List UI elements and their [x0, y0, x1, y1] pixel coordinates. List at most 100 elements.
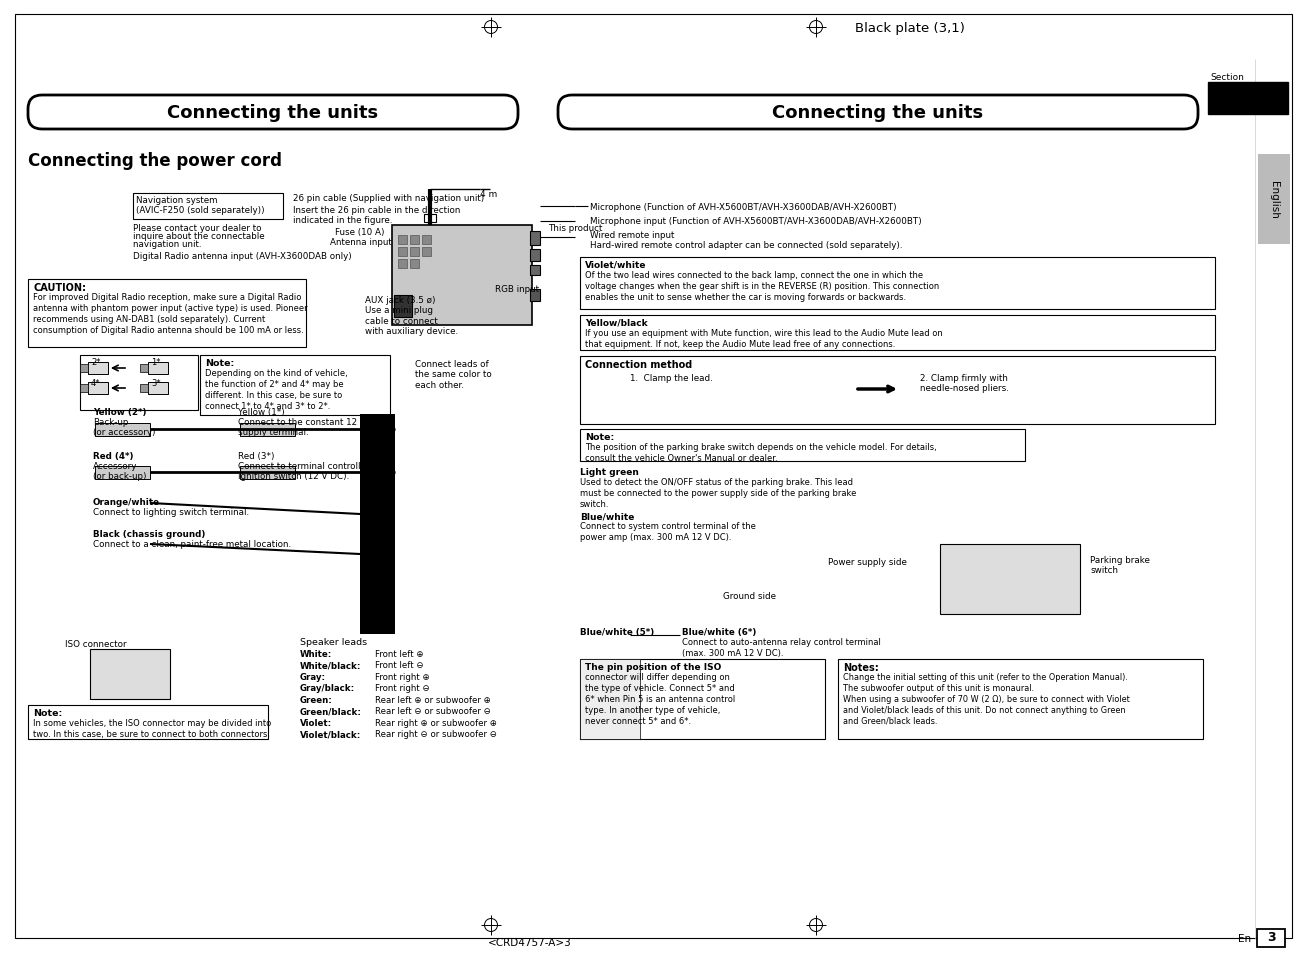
Text: Connect to lighting switch terminal.: Connect to lighting switch terminal.	[93, 507, 250, 517]
Text: connect 1* to 4* and 3* to 2*.: connect 1* to 4* and 3* to 2*.	[205, 401, 331, 411]
Bar	[240, 467, 295, 479]
Text: Green:: Green:	[301, 696, 333, 704]
Text: (or back-up): (or back-up)	[93, 472, 146, 480]
Bar	[531, 290, 540, 302]
Text: Connect to a clean, paint-free metal location.: Connect to a clean, paint-free metal loc…	[93, 539, 291, 548]
Text: White/black:: White/black:	[301, 660, 361, 670]
Text: Connection method: Connection method	[586, 359, 693, 370]
Text: Violet/white: Violet/white	[586, 261, 647, 270]
Text: (or accessory): (or accessory)	[93, 428, 156, 436]
Text: Blue/white (6*): Blue/white (6*)	[682, 627, 757, 637]
Text: Microphone (Function of AVH-X5600BT/AVH-X3600DAB/AVH-X2600BT): Microphone (Function of AVH-X5600BT/AVH-…	[589, 203, 897, 212]
Text: Fuse (10 A): Fuse (10 A)	[335, 228, 384, 236]
Bar	[580, 257, 1216, 310]
Text: Violet/black:: Violet/black:	[301, 730, 361, 739]
Bar	[422, 248, 431, 256]
Text: Rear right ⊖ or subwoofer ⊖: Rear right ⊖ or subwoofer ⊖	[375, 730, 497, 739]
Text: Insert the 26 pin cable in the direction: Insert the 26 pin cable in the direction	[293, 206, 460, 214]
Text: supply terminal.: supply terminal.	[238, 428, 308, 436]
Text: Front right ⊖: Front right ⊖	[375, 684, 430, 693]
Text: and Violet/black leads of this unit. Do not connect anything to Green: and Violet/black leads of this unit. Do …	[843, 705, 1125, 714]
Text: power amp (max. 300 mA 12 V DC).: power amp (max. 300 mA 12 V DC).	[580, 533, 732, 541]
Text: Depending on the kind of vehicle,: Depending on the kind of vehicle,	[205, 369, 348, 377]
Text: indicated in the figure.: indicated in the figure.	[293, 215, 392, 225]
Text: Of the two lead wires connected to the back lamp, connect the one in which the: Of the two lead wires connected to the b…	[586, 271, 923, 280]
Text: Back-up: Back-up	[93, 417, 128, 427]
Bar	[1259, 154, 1290, 245]
Bar	[410, 260, 420, 269]
Bar	[27, 705, 268, 740]
Bar	[399, 235, 406, 245]
Text: the type of vehicle. Connect 5* and: the type of vehicle. Connect 5* and	[586, 683, 735, 692]
Bar	[531, 250, 540, 262]
Text: Front right ⊕: Front right ⊕	[375, 672, 430, 681]
Text: Speaker leads: Speaker leads	[301, 638, 367, 646]
Bar	[580, 356, 1216, 424]
Text: AUX jack (3.5 ø)
Use a mini plug
cable to connect
with auxiliary device.: AUX jack (3.5 ø) Use a mini plug cable t…	[365, 295, 459, 335]
Text: Gray:: Gray:	[301, 672, 325, 681]
Text: 6* when Pin 5 is an antenna control: 6* when Pin 5 is an antenna control	[586, 695, 736, 703]
Text: enables the unit to sense whether the car is moving forwards or backwards.: enables the unit to sense whether the ca…	[586, 293, 906, 302]
Bar	[148, 363, 169, 375]
Bar	[80, 385, 88, 393]
Text: 4*: 4*	[91, 378, 101, 388]
Text: Antenna input: Antenna input	[329, 237, 392, 247]
Text: Front left ⊖: Front left ⊖	[375, 660, 423, 670]
Text: White:: White:	[301, 649, 332, 659]
FancyBboxPatch shape	[558, 96, 1199, 130]
Text: must be connected to the power supply side of the parking brake: must be connected to the power supply si…	[580, 489, 856, 497]
Text: 3: 3	[1266, 930, 1276, 943]
Text: Microphone input (Function of AVH-X5600BT/AVH-X3600DAB/AVH-X2600BT): Microphone input (Function of AVH-X5600B…	[589, 216, 921, 226]
Text: 4 m: 4 m	[480, 190, 497, 199]
Text: Accessory: Accessory	[93, 461, 137, 471]
Text: Wired remote input: Wired remote input	[589, 231, 674, 240]
Bar	[140, 385, 148, 393]
Text: Power supply side: Power supply side	[829, 558, 907, 566]
Bar	[531, 232, 540, 246]
Bar	[148, 382, 169, 395]
Bar	[410, 248, 420, 256]
Text: Hard-wired remote control adapter can be connected (sold separately).: Hard-wired remote control adapter can be…	[589, 241, 903, 250]
Bar	[580, 430, 1025, 461]
Text: Ground side: Ground side	[723, 592, 776, 600]
Text: In some vehicles, the ISO connector may be divided into: In some vehicles, the ISO connector may …	[33, 719, 272, 727]
Text: 26 pin cable (Supplied with navigation unit): 26 pin cable (Supplied with navigation u…	[293, 193, 485, 203]
Bar	[399, 248, 406, 256]
Text: 1*: 1*	[152, 357, 161, 367]
Text: Connecting the power cord: Connecting the power cord	[27, 152, 282, 170]
Bar	[133, 193, 284, 220]
Text: Rear left ⊕ or subwoofer ⊕: Rear left ⊕ or subwoofer ⊕	[375, 696, 491, 704]
Text: Red (3*): Red (3*)	[238, 452, 274, 460]
Text: Section: Section	[1210, 73, 1244, 82]
Text: The subwoofer output of this unit is monaural.: The subwoofer output of this unit is mon…	[843, 683, 1034, 692]
Text: consult the vehicle Owner's Manual or dealer.: consult the vehicle Owner's Manual or de…	[586, 454, 778, 462]
Text: Parking brake
switch: Parking brake switch	[1090, 556, 1150, 575]
Text: Red (4*): Red (4*)	[93, 452, 133, 460]
Bar	[580, 659, 640, 740]
Bar	[422, 235, 431, 245]
Text: ISO connector: ISO connector	[65, 639, 127, 648]
Text: Yellow/black: Yellow/black	[586, 318, 648, 328]
FancyBboxPatch shape	[27, 96, 518, 130]
Text: For improved Digital Radio reception, make sure a Digital Radio: For improved Digital Radio reception, ma…	[33, 293, 302, 302]
Bar	[940, 544, 1080, 615]
Text: The pin position of the ISO: The pin position of the ISO	[586, 662, 721, 671]
Bar	[140, 365, 148, 373]
Text: antenna with phantom power input (active type) is used. Pioneer: antenna with phantom power input (active…	[33, 304, 307, 313]
Bar	[410, 235, 420, 245]
Text: English: English	[1269, 181, 1280, 218]
Text: 1.  Clamp the lead.: 1. Clamp the lead.	[630, 374, 712, 382]
Text: When using a subwoofer of 70 W (2 Ω), be sure to connect with Violet: When using a subwoofer of 70 W (2 Ω), be…	[843, 695, 1129, 703]
Bar	[580, 315, 1216, 351]
Text: inquire about the connectable: inquire about the connectable	[133, 232, 264, 241]
Text: Change the initial setting of this unit (refer to the Operation Manual).: Change the initial setting of this unit …	[843, 672, 1128, 681]
Text: Blue/white: Blue/white	[580, 512, 634, 520]
Bar	[1257, 929, 1285, 947]
Bar	[90, 649, 170, 700]
Text: Connect leads of
the same color to
each other.: Connect leads of the same color to each …	[416, 359, 491, 390]
Bar	[27, 280, 306, 348]
Bar	[80, 365, 88, 373]
Bar	[200, 355, 389, 416]
Text: Connecting the units: Connecting the units	[772, 104, 984, 122]
Text: connector will differ depending on: connector will differ depending on	[586, 672, 729, 681]
